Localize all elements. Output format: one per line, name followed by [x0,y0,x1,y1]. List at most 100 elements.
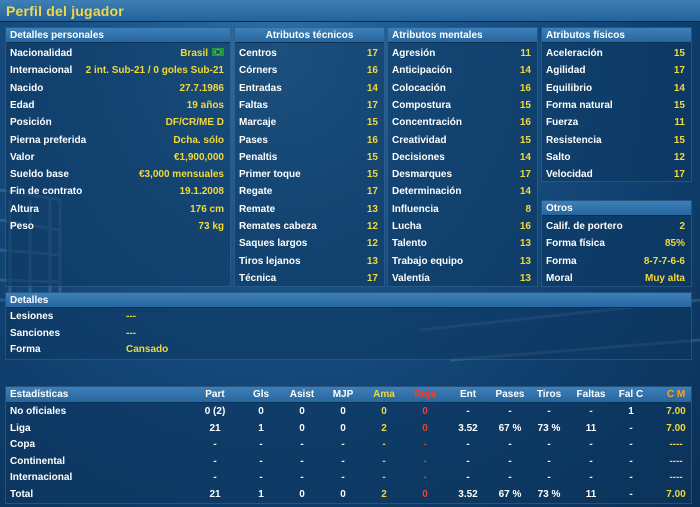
technical-row-value: 15 [367,114,378,131]
physical-row-value: 11 [674,114,685,131]
statistics-column-header[interactable]: Roja [414,389,436,400]
statistics-cell: ---- [669,439,683,451]
statistics-cell: - [382,439,386,451]
others-row-label: Calif. de portero [546,221,623,232]
statistics-column-header[interactable]: Pases [495,389,525,400]
mental-row-label: Valentía [392,272,430,284]
statistics-column-header[interactable]: Gls [252,389,270,400]
physical-row-value: 15 [674,97,685,114]
others-row-label: Moral [546,272,573,284]
personal-row-value-text: Dcha. sólo [173,134,224,146]
statistics-cell: 0 [422,489,428,500]
mental-row-value: 13 [520,235,531,252]
technical-row: Marcaje 15 [235,114,384,131]
details-row-label: Sanciones [10,327,61,339]
statistics-cell: - [466,455,470,467]
others-row-label: Forma física [546,238,605,250]
physical-attributes-header: Atributos físicos [542,28,691,43]
details-row: Lesiones --- [6,309,691,326]
personal-details-header: Detalles personales [6,28,230,43]
mental-row-value-text: 11 [520,48,531,59]
statistics-cell: - [589,406,593,417]
personal-row-value-text: 19.1.2008 [179,186,225,198]
mental-row-label: Desmarques [392,169,453,181]
statistics-row: Liga 21 1 0 0 2 0 3.52 67 % 73 % 11 - 7.00 [6,421,691,438]
technical-row-value-text: 17 [366,186,378,198]
technical-row-label: Faltas [239,99,268,111]
statistics-row: Total 21 1 0 0 2 0 3.52 67 % 73 % 11 - 7.00 [6,487,691,504]
physical-row-label: Equilibrio [546,82,593,94]
personal-row: Pierna preferida Dcha. sólo [6,132,230,149]
statistics-row-label: Internacional [10,472,73,484]
mental-row-value: 15 [520,97,531,114]
personal-row: Altura 176 cm [6,201,230,218]
statistics-column-header[interactable]: Asist [289,389,315,400]
mental-row-value-text: 8 [525,203,531,215]
mental-row: Influencia 8 [388,201,537,218]
details-row-label: Lesiones [10,311,54,322]
statistics-cell: 0 [258,406,264,417]
mental-row-value: 14 [520,183,531,200]
mental-row: Trabajo equipo 13 [388,253,537,270]
mental-row-value: 8 [525,201,531,218]
physical-row-value-text: 15 [673,48,685,59]
statistics-cell: 7.00 [666,422,686,434]
statistics-column-header[interactable]: C M [666,389,686,400]
personal-row-value: 176 cm [190,201,224,218]
technical-row-label: Remates cabeza [239,221,317,232]
statistics-column-header[interactable]: Ent [459,389,477,400]
mental-row-label: Creatividad [392,134,447,146]
physical-row: Resistencia 15 [542,132,691,149]
mental-row-value-text: 15 [519,134,531,146]
statistics-column-header[interactable]: Tiros [536,389,562,400]
statistics-column-header[interactable]: Fal C [618,389,644,400]
others-row-label: Forma [546,255,577,267]
technical-row-label: Entradas [239,82,282,94]
technical-row-value-text: 15 [366,151,378,163]
mental-row-value-text: 15 [519,99,531,111]
statistics-row-label: Total [10,489,34,500]
statistics-cell: - [423,439,427,451]
statistics-cell: - [213,472,217,484]
technical-row-value: 14 [367,80,378,97]
statistics-cell: 0 [340,406,346,417]
physical-row-value: 12 [674,149,685,166]
personal-row-label: Internacional [10,65,73,77]
physical-row-label: Resistencia [546,134,602,146]
personal-row-label: Valor [10,151,35,163]
statistics-column-header[interactable]: Faltas [576,389,606,400]
mental-row: Anticipación 14 [388,62,537,79]
statistics-cell: - [547,406,551,417]
personal-row-value: 19.1.2008 [180,183,225,200]
mental-row: Concentración 16 [388,114,537,131]
statistics-cell: - [547,455,551,467]
statistics-row: Internacional - - - - - - - - - - - ---- [6,470,691,487]
technical-row-value-text: 12 [366,221,378,232]
personal-row: Sueldo base €3,000 mensuales [6,166,230,183]
statistics-cell: 0 (2) [204,406,226,417]
technical-row: Pases 16 [235,132,384,149]
personal-row-value-text: 2 int. Sub-21 / 0 goles Sub-21 [85,65,224,77]
personal-row-label: Pierna preferida [10,134,87,146]
statistics-cell: 0 [422,406,428,417]
personal-row-value-text: Brasil [180,48,208,59]
statistics-cell: 0 [299,406,305,417]
personal-row-value-text: €3,000 mensuales [138,169,224,181]
statistics-cell: - [547,439,551,451]
mental-row-label: Trabajo equipo [392,255,464,267]
technical-row-value-text: 12 [366,238,378,250]
statistics-cell: 1 [258,489,264,500]
technical-row: Regate 17 [235,183,384,200]
mental-row-value: 13 [520,270,531,287]
details-row: Sanciones --- [6,326,691,343]
statistics-cell: 3.52 [458,489,478,500]
mental-row-value-text: 14 [519,186,531,198]
statistics-cell: - [341,472,345,484]
statistics-column-header[interactable]: Ama [373,389,395,400]
technical-row-label: Tiros lejanos [239,255,301,267]
statistics-column-header[interactable]: MJP [332,389,354,400]
technical-row: Entradas 14 [235,80,384,97]
statistics-column-header[interactable]: Part [205,389,225,400]
physical-row: Agilidad 17 [542,62,691,79]
mental-row: Decisiones 14 [388,149,537,166]
